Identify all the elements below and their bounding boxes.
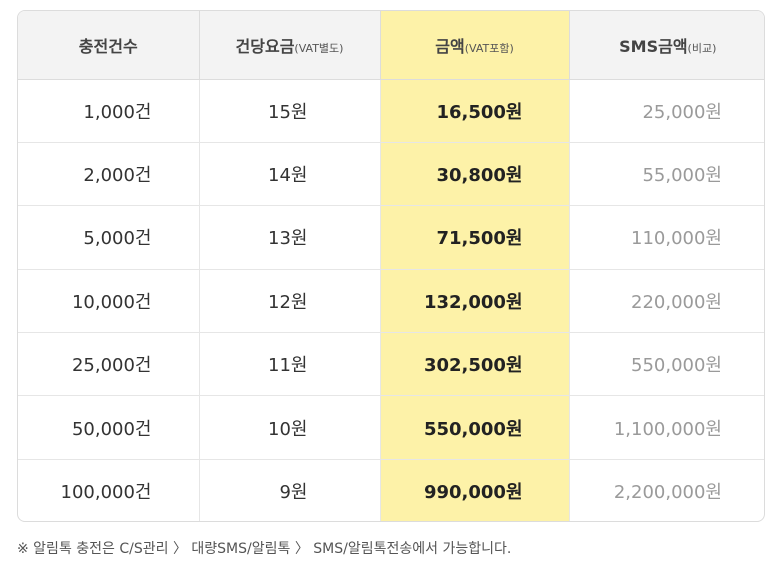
cell-count: 100,000건 — [18, 459, 200, 521]
table-row: 10,000건 12원 132,000원 220,000원 — [18, 269, 764, 334]
cell-count: 25,000건 — [18, 332, 200, 397]
header-count-label: 충전건수 — [78, 36, 138, 56]
cell-unit-price: 12원 — [199, 269, 381, 334]
cell-unit-price: 14원 — [199, 142, 381, 207]
cell-sms-amount: 55,000원 — [569, 142, 764, 207]
table-header-row: 충전건수 건당요금(VAT별도) 금액(VAT포함) SMS금액(비교) — [18, 11, 764, 80]
cell-sms-amount: 110,000원 — [569, 205, 764, 270]
cell-unit-price: 10원 — [199, 395, 381, 460]
pricing-table: 충전건수 건당요금(VAT별도) 금액(VAT포함) SMS금액(비교) 1,0… — [18, 11, 764, 521]
header-sms-amount-label: SMS금액 — [619, 36, 688, 56]
header-unit-price-sub: (VAT별도) — [294, 41, 344, 55]
table-row: 100,000건 9원 990,000원 2,200,000원 — [18, 459, 764, 521]
cell-amount: 132,000원 — [380, 269, 570, 334]
header-amount: 금액(VAT포함) — [380, 11, 570, 80]
footnote: ※ 알림톡 충전은 C/S관리 〉 대량SMS/알림톡 〉 SMS/알림톡전송에… — [17, 541, 512, 557]
header-amount-label: 금액 — [435, 36, 465, 56]
table-row: 1,000건 15원 16,500원 25,000원 — [18, 79, 764, 143]
cell-sms-amount: 25,000원 — [569, 79, 764, 143]
pricing-table-container: 충전건수 건당요금(VAT별도) 금액(VAT포함) SMS금액(비교) 1,0… — [17, 10, 765, 522]
cell-unit-price: 13원 — [199, 205, 381, 270]
table-row: 5,000건 13원 71,500원 110,000원 — [18, 205, 764, 270]
cell-unit-price: 9원 — [199, 459, 381, 521]
cell-count: 2,000건 — [18, 142, 200, 207]
header-sms-amount-sub: (비교) — [687, 41, 717, 55]
cell-amount: 71,500원 — [380, 205, 570, 270]
cell-count: 50,000건 — [18, 395, 200, 460]
cell-amount: 16,500원 — [380, 79, 570, 143]
header-count: 충전건수 — [18, 11, 200, 80]
cell-amount: 30,800원 — [380, 142, 570, 207]
table-row: 25,000건 11원 302,500원 550,000원 — [18, 332, 764, 397]
header-unit-price-label: 건당요금 — [235, 36, 295, 56]
cell-sms-amount: 1,100,000원 — [569, 395, 764, 460]
table-row: 2,000건 14원 30,800원 55,000원 — [18, 142, 764, 207]
cell-amount: 302,500원 — [380, 332, 570, 397]
cell-unit-price: 15원 — [199, 79, 381, 143]
cell-sms-amount: 220,000원 — [569, 269, 764, 334]
header-unit-price: 건당요금(VAT별도) — [199, 11, 381, 80]
table-row: 50,000건 10원 550,000원 1,100,000원 — [18, 395, 764, 460]
header-amount-sub: (VAT포함) — [464, 41, 514, 55]
cell-sms-amount: 2,200,000원 — [613, 482, 722, 504]
cell-amount: 990,000원 — [380, 459, 570, 521]
cell-amount: 550,000원 — [380, 395, 570, 460]
cell-unit-price: 11원 — [199, 332, 381, 397]
cell-count: 10,000건 — [18, 269, 200, 334]
cell-count: 1,000건 — [18, 79, 200, 143]
cell-count: 5,000건 — [18, 205, 200, 270]
header-sms-amount: SMS금액(비교) — [569, 11, 764, 80]
cell-sms-amount: 550,000원 — [569, 332, 764, 397]
